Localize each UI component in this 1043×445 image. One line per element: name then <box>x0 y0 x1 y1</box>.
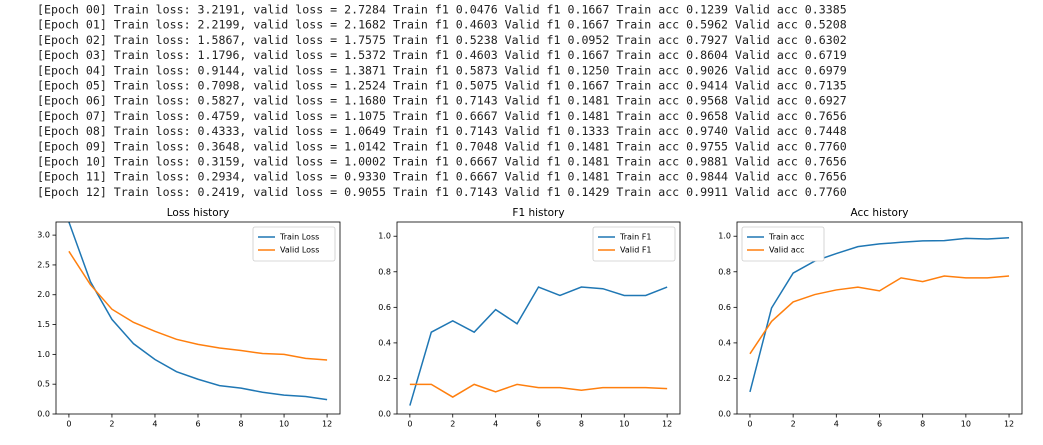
x-tick-label: 0 <box>66 420 71 429</box>
y-tick-label: 0.6 <box>718 303 731 312</box>
y-tick-label: 0.8 <box>378 267 391 276</box>
y-tick-label: 1.0 <box>37 350 50 359</box>
y-tick-label: 0.0 <box>378 410 391 419</box>
x-tick-label: 10 <box>619 420 629 429</box>
y-tick-label: 0.4 <box>718 338 731 347</box>
x-tick-label: 10 <box>961 420 971 429</box>
y-tick-label: 0.2 <box>718 374 731 383</box>
log-line: [Epoch 02] Train loss: 1.5867, valid los… <box>37 33 847 47</box>
series-line <box>409 286 668 406</box>
series-line <box>68 250 328 361</box>
legend-label: Valid Loss <box>280 246 319 255</box>
legend-box <box>741 226 825 262</box>
x-tick-label: 2 <box>109 420 114 429</box>
legend-label: Train Loss <box>279 233 319 242</box>
y-tick-label: 1.0 <box>718 232 731 241</box>
chart-title: Loss history <box>167 207 229 219</box>
x-tick-label: 12 <box>662 420 672 429</box>
x-tick-label: 2 <box>450 420 455 429</box>
x-tick-label: 12 <box>322 420 332 429</box>
log-line: [Epoch 01] Train loss: 2.2199, valid los… <box>37 18 847 32</box>
series-line <box>749 237 1010 393</box>
x-tick-label: 6 <box>536 420 541 429</box>
legend-label: Valid acc <box>769 246 805 255</box>
log-line: [Epoch 09] Train loss: 0.3648, valid los… <box>37 139 847 153</box>
y-tick-label: 0.0 <box>37 410 50 419</box>
axes-frame <box>396 221 681 415</box>
x-tick-label: 8 <box>238 420 243 429</box>
y-tick-label: 1.5 <box>37 320 50 329</box>
y-tick-label: 0.5 <box>37 380 50 389</box>
axes-frame <box>736 221 1023 415</box>
y-tick-label: 3.0 <box>37 231 50 240</box>
y-tick-label: 0.6 <box>378 303 391 312</box>
y-tick-label: 2.5 <box>37 260 50 269</box>
legend-box <box>592 226 676 262</box>
x-tick-label: 6 <box>195 420 200 429</box>
log-line: [Epoch 03] Train loss: 1.1796, valid los… <box>37 48 847 62</box>
chart-title: F1 history <box>512 207 564 219</box>
legend-label: Train F1 <box>619 233 651 242</box>
axes-frame <box>55 221 341 415</box>
log-line: [Epoch 05] Train loss: 0.7098, valid los… <box>37 79 847 93</box>
x-tick-label: 4 <box>834 420 839 429</box>
log-line: [Epoch 04] Train loss: 0.9144, valid los… <box>37 63 847 77</box>
chart-title: Acc history <box>851 207 909 219</box>
log-line: [Epoch 12] Train loss: 0.2419, valid los… <box>37 185 847 199</box>
y-tick-label: 0.2 <box>378 374 391 383</box>
x-tick-label: 6 <box>877 420 882 429</box>
log-line: [Epoch 08] Train loss: 0.4333, valid los… <box>37 124 847 138</box>
log-line: [Epoch 00] Train loss: 3.2191, valid los… <box>37 3 847 17</box>
legend-box <box>252 226 336 262</box>
x-tick-label: 0 <box>407 420 412 429</box>
series-line <box>68 221 328 401</box>
x-tick-label: 10 <box>279 420 289 429</box>
x-tick-label: 4 <box>152 420 157 429</box>
y-tick-label: 0.0 <box>718 410 731 419</box>
x-tick-label: 0 <box>747 420 752 429</box>
legend-label: Train acc <box>768 233 804 242</box>
x-tick-label: 8 <box>579 420 584 429</box>
x-tick-label: 12 <box>1004 420 1014 429</box>
log-line: [Epoch 06] Train loss: 0.5827, valid los… <box>37 94 847 108</box>
y-tick-label: 2.0 <box>37 290 50 299</box>
series-line <box>749 275 1010 355</box>
series-line <box>409 383 668 398</box>
y-tick-label: 1.0 <box>378 232 391 241</box>
log-line: [Epoch 11] Train loss: 0.2934, valid los… <box>37 170 847 184</box>
x-tick-label: 4 <box>493 420 498 429</box>
y-tick-label: 0.8 <box>718 267 731 276</box>
y-tick-label: 0.4 <box>378 338 391 347</box>
x-tick-label: 8 <box>920 420 925 429</box>
log-line: [Epoch 10] Train loss: 0.3159, valid los… <box>37 155 847 169</box>
legend-label: Valid F1 <box>620 246 652 255</box>
x-tick-label: 2 <box>791 420 796 429</box>
log-line: [Epoch 07] Train loss: 0.4759, valid los… <box>37 109 847 123</box>
